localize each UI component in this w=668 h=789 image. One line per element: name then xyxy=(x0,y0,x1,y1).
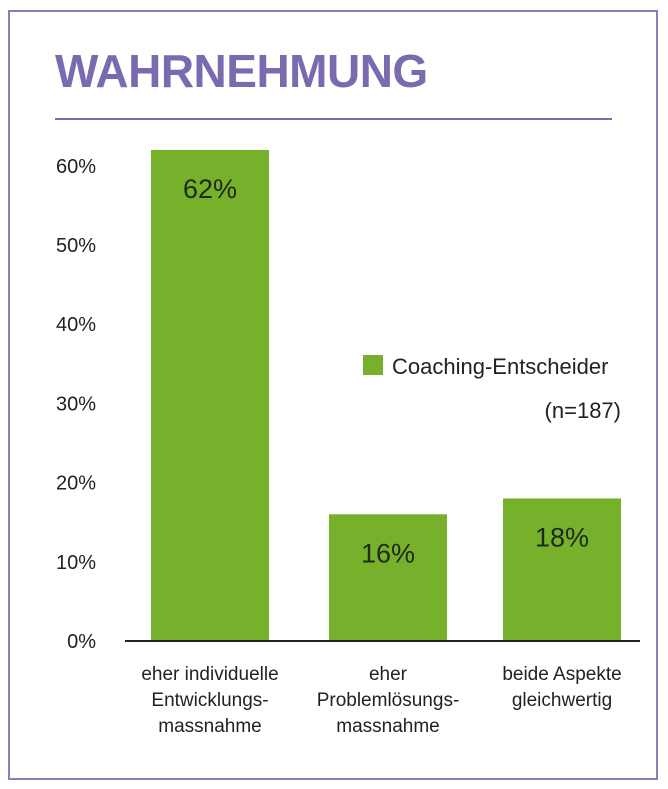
y-tick-label: 30% xyxy=(56,393,96,415)
y-tick-label: 60% xyxy=(56,156,96,178)
y-tick-label: 50% xyxy=(56,235,96,257)
chart-frame xyxy=(8,10,658,780)
x-category-label: eher individuelle Entwicklungs-massnahme xyxy=(141,664,278,737)
legend-series-name: Coaching-Entscheider xyxy=(392,354,608,379)
y-tick-label: 10% xyxy=(56,552,96,574)
bar xyxy=(329,514,447,641)
x-category-label: beide Aspekte gleichwertig xyxy=(502,664,621,711)
chart-title: WAHRNEHMUNG xyxy=(55,45,428,97)
bar-value-label: 16% xyxy=(361,538,415,568)
y-tick-label: 20% xyxy=(56,473,96,495)
y-tick-label: 40% xyxy=(56,314,96,336)
legend-swatch xyxy=(363,355,383,375)
y-tick-label: 0% xyxy=(67,631,96,653)
title-divider xyxy=(55,118,612,120)
bar xyxy=(503,498,621,641)
bar xyxy=(151,149,269,641)
bar-value-label: 62% xyxy=(183,174,237,204)
bar-value-label: 18% xyxy=(535,522,589,552)
x-category-label: eher Problemlösungs-massnahme xyxy=(317,664,460,737)
legend-sample-size: (n=187) xyxy=(545,398,621,423)
